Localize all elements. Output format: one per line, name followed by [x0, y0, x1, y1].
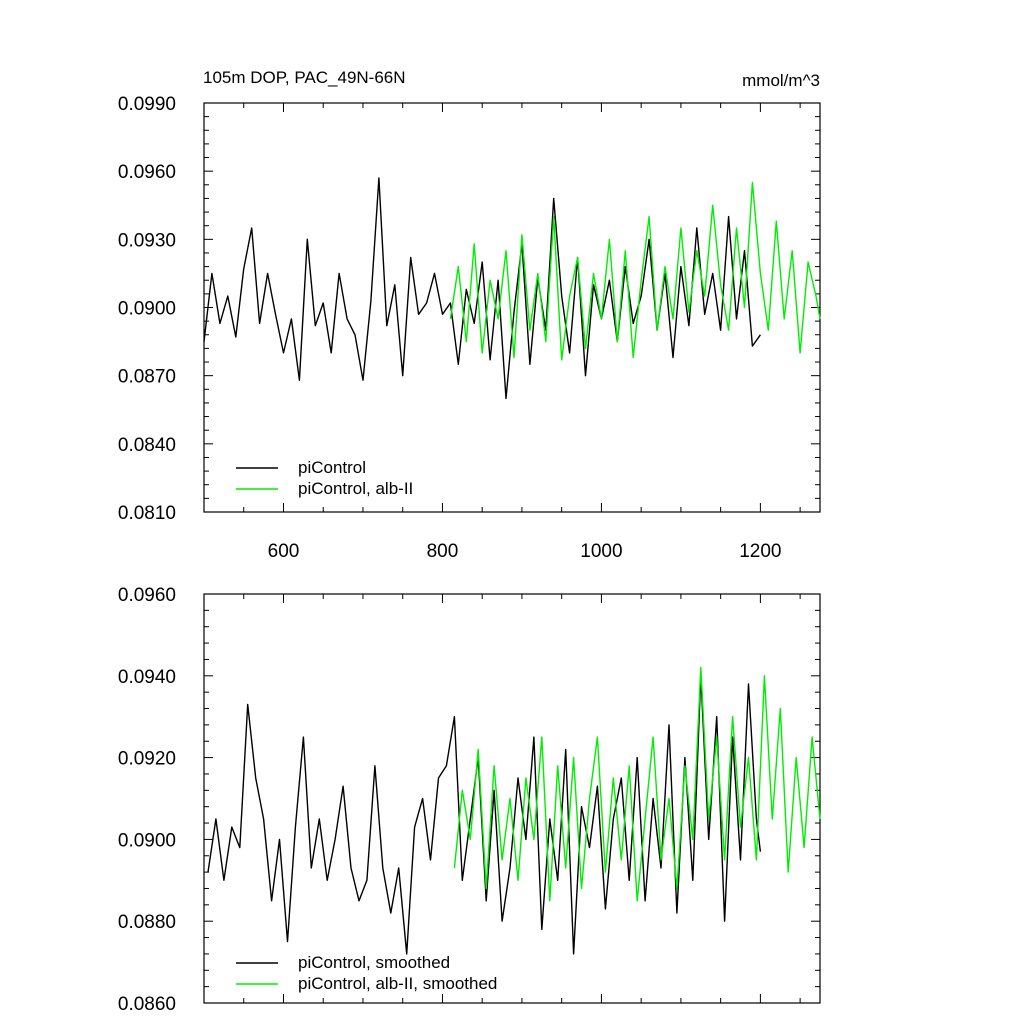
series-line-green	[449, 181, 821, 361]
bottom-panel: 0.0860 0.0880 0.0900 0.0920 0.0940 0.0960 piCo…	[118, 585, 821, 1015]
plot-frame	[203, 102, 821, 513]
y-tick-label: 0.0940	[118, 667, 176, 688]
y-tick-label: 0.0810	[118, 503, 176, 524]
units-label: mmol/m^3	[742, 71, 820, 90]
y-tick-label: 0.0900	[118, 299, 176, 320]
chart-title: 105m DOP, PAC_49N-66N	[203, 68, 406, 87]
legend-label: piControl, smoothed	[298, 953, 450, 972]
y-tick-label: 0.0860	[118, 994, 176, 1015]
y-tick-label: 0.0990	[118, 94, 176, 115]
y-tick-label: 0.0960	[118, 162, 176, 183]
x-tick-label: 600	[268, 541, 300, 562]
x-tick-label: 1200	[739, 541, 781, 562]
x-tick-label: 1000	[580, 541, 622, 562]
y-tick-label: 0.0920	[118, 749, 176, 770]
series-line-black	[207, 675, 762, 955]
y-tick-label: 0.0930	[118, 230, 176, 251]
y-tick-label: 0.0880	[118, 912, 176, 933]
x-tick-label: 800	[427, 541, 459, 562]
top-panel: 0.0810 0.0840 0.0870 0.0900 0.0930 0.0960 0.09…	[118, 94, 821, 562]
y-tick-label: 0.0870	[118, 367, 176, 388]
legend-label: piControl	[298, 458, 366, 477]
legend-label: piControl, alb-II, smoothed	[298, 974, 497, 993]
legend-label: piControl, alb-II	[298, 479, 413, 498]
y-tick-label: 0.0960	[118, 585, 176, 606]
series-line-green	[453, 666, 821, 902]
y-tick-label: 0.0840	[118, 435, 176, 456]
plot-frame	[203, 593, 821, 1004]
y-tick-label: 0.0900	[118, 830, 176, 851]
series-line-black	[203, 177, 761, 400]
